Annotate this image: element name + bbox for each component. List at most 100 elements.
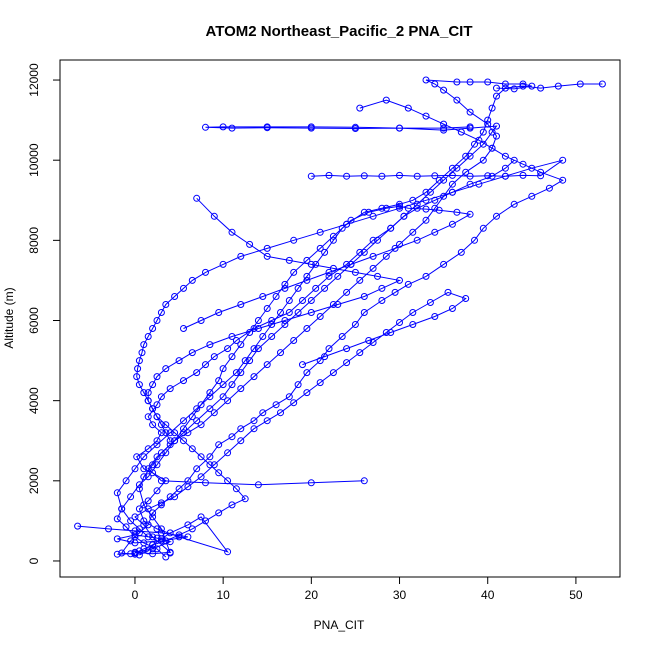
x-tick-label: 20: [305, 588, 319, 602]
data-point: [202, 361, 209, 369]
x-tick-label: 40: [481, 588, 495, 602]
data-point: [162, 553, 170, 561]
data-point: [263, 417, 271, 425]
data-point: [290, 236, 298, 244]
data-point: [232, 485, 240, 493]
data-point: [369, 264, 377, 272]
data-point: [254, 325, 262, 332]
data-point: [215, 309, 223, 316]
data-point: [422, 196, 430, 204]
data-point: [193, 194, 201, 202]
data-point: [180, 429, 187, 437]
data-point: [356, 104, 364, 112]
data-point: [237, 252, 245, 260]
data-point: [360, 248, 368, 256]
data-point: [409, 321, 417, 328]
data-point: [131, 465, 139, 473]
data-point: [396, 319, 403, 326]
data-point: [307, 479, 315, 487]
data-point: [133, 453, 141, 461]
data-point: [140, 453, 148, 461]
data-point: [149, 405, 157, 413]
data-point: [382, 329, 390, 336]
data-point: [272, 293, 280, 300]
x-tick-label: 50: [569, 588, 583, 602]
data-point: [396, 124, 403, 132]
data-point: [479, 128, 487, 136]
data-point: [448, 180, 456, 188]
data-point: [396, 171, 403, 179]
data-point: [140, 473, 148, 481]
data-point: [162, 449, 170, 457]
data-point: [431, 204, 439, 212]
data-point: [466, 210, 474, 218]
data-point: [329, 264, 337, 272]
data-point: [184, 429, 192, 437]
data-point: [193, 417, 201, 425]
data-point: [294, 309, 302, 316]
data-point: [475, 180, 483, 188]
data-point: [400, 212, 408, 220]
data-point: [378, 284, 386, 292]
data-point: [493, 84, 500, 92]
y-tick-label: 4000: [27, 387, 41, 414]
data-point: [303, 369, 311, 377]
data-point: [404, 280, 412, 288]
data-point: [537, 172, 545, 180]
data-point: [197, 473, 205, 481]
data-point: [157, 393, 165, 401]
data-point: [338, 333, 346, 340]
data-point: [144, 505, 152, 513]
data-point: [378, 172, 386, 180]
data-point: [153, 545, 161, 553]
y-tick-label: 8000: [27, 227, 41, 254]
data-point: [471, 140, 478, 148]
data-point: [215, 377, 223, 385]
data-point: [316, 244, 324, 252]
data-point: [422, 112, 430, 120]
data-point: [237, 369, 245, 377]
data-point: [153, 373, 161, 381]
data-point: [440, 176, 448, 184]
data-point: [224, 345, 232, 353]
data-point: [281, 280, 289, 288]
data-point: [422, 272, 430, 280]
data-point: [180, 437, 187, 445]
data-point: [263, 361, 271, 369]
data-point: [149, 533, 157, 541]
data-point: [426, 299, 434, 306]
data-point: [440, 124, 448, 132]
data-point: [228, 333, 236, 340]
data-point: [409, 196, 417, 204]
data-point: [180, 284, 187, 292]
data-point: [171, 437, 179, 445]
data-point: [224, 548, 232, 556]
x-tick-label: 0: [132, 588, 139, 602]
data-point: [387, 224, 395, 232]
data-point: [131, 531, 139, 539]
data-point: [316, 379, 324, 387]
data-point: [325, 171, 333, 179]
data-point: [215, 441, 223, 449]
series-line-7: [147, 125, 498, 486]
data-point: [347, 260, 355, 268]
data-point: [228, 381, 236, 389]
data-point: [202, 123, 209, 131]
data-point: [537, 84, 545, 92]
data-point: [343, 220, 351, 228]
data-point: [356, 276, 364, 284]
data-point: [219, 393, 227, 401]
data-point: [351, 268, 359, 276]
data-point: [135, 381, 143, 389]
data-point: [135, 547, 143, 555]
data-point: [312, 284, 320, 292]
data-point: [343, 359, 351, 367]
data-point: [484, 78, 492, 86]
data-point: [131, 513, 139, 521]
data-point: [554, 82, 562, 90]
data-point: [144, 473, 152, 481]
data-point: [140, 521, 148, 529]
data-point: [307, 124, 315, 132]
data-point: [290, 337, 298, 344]
plot-frame: [59, 59, 621, 578]
